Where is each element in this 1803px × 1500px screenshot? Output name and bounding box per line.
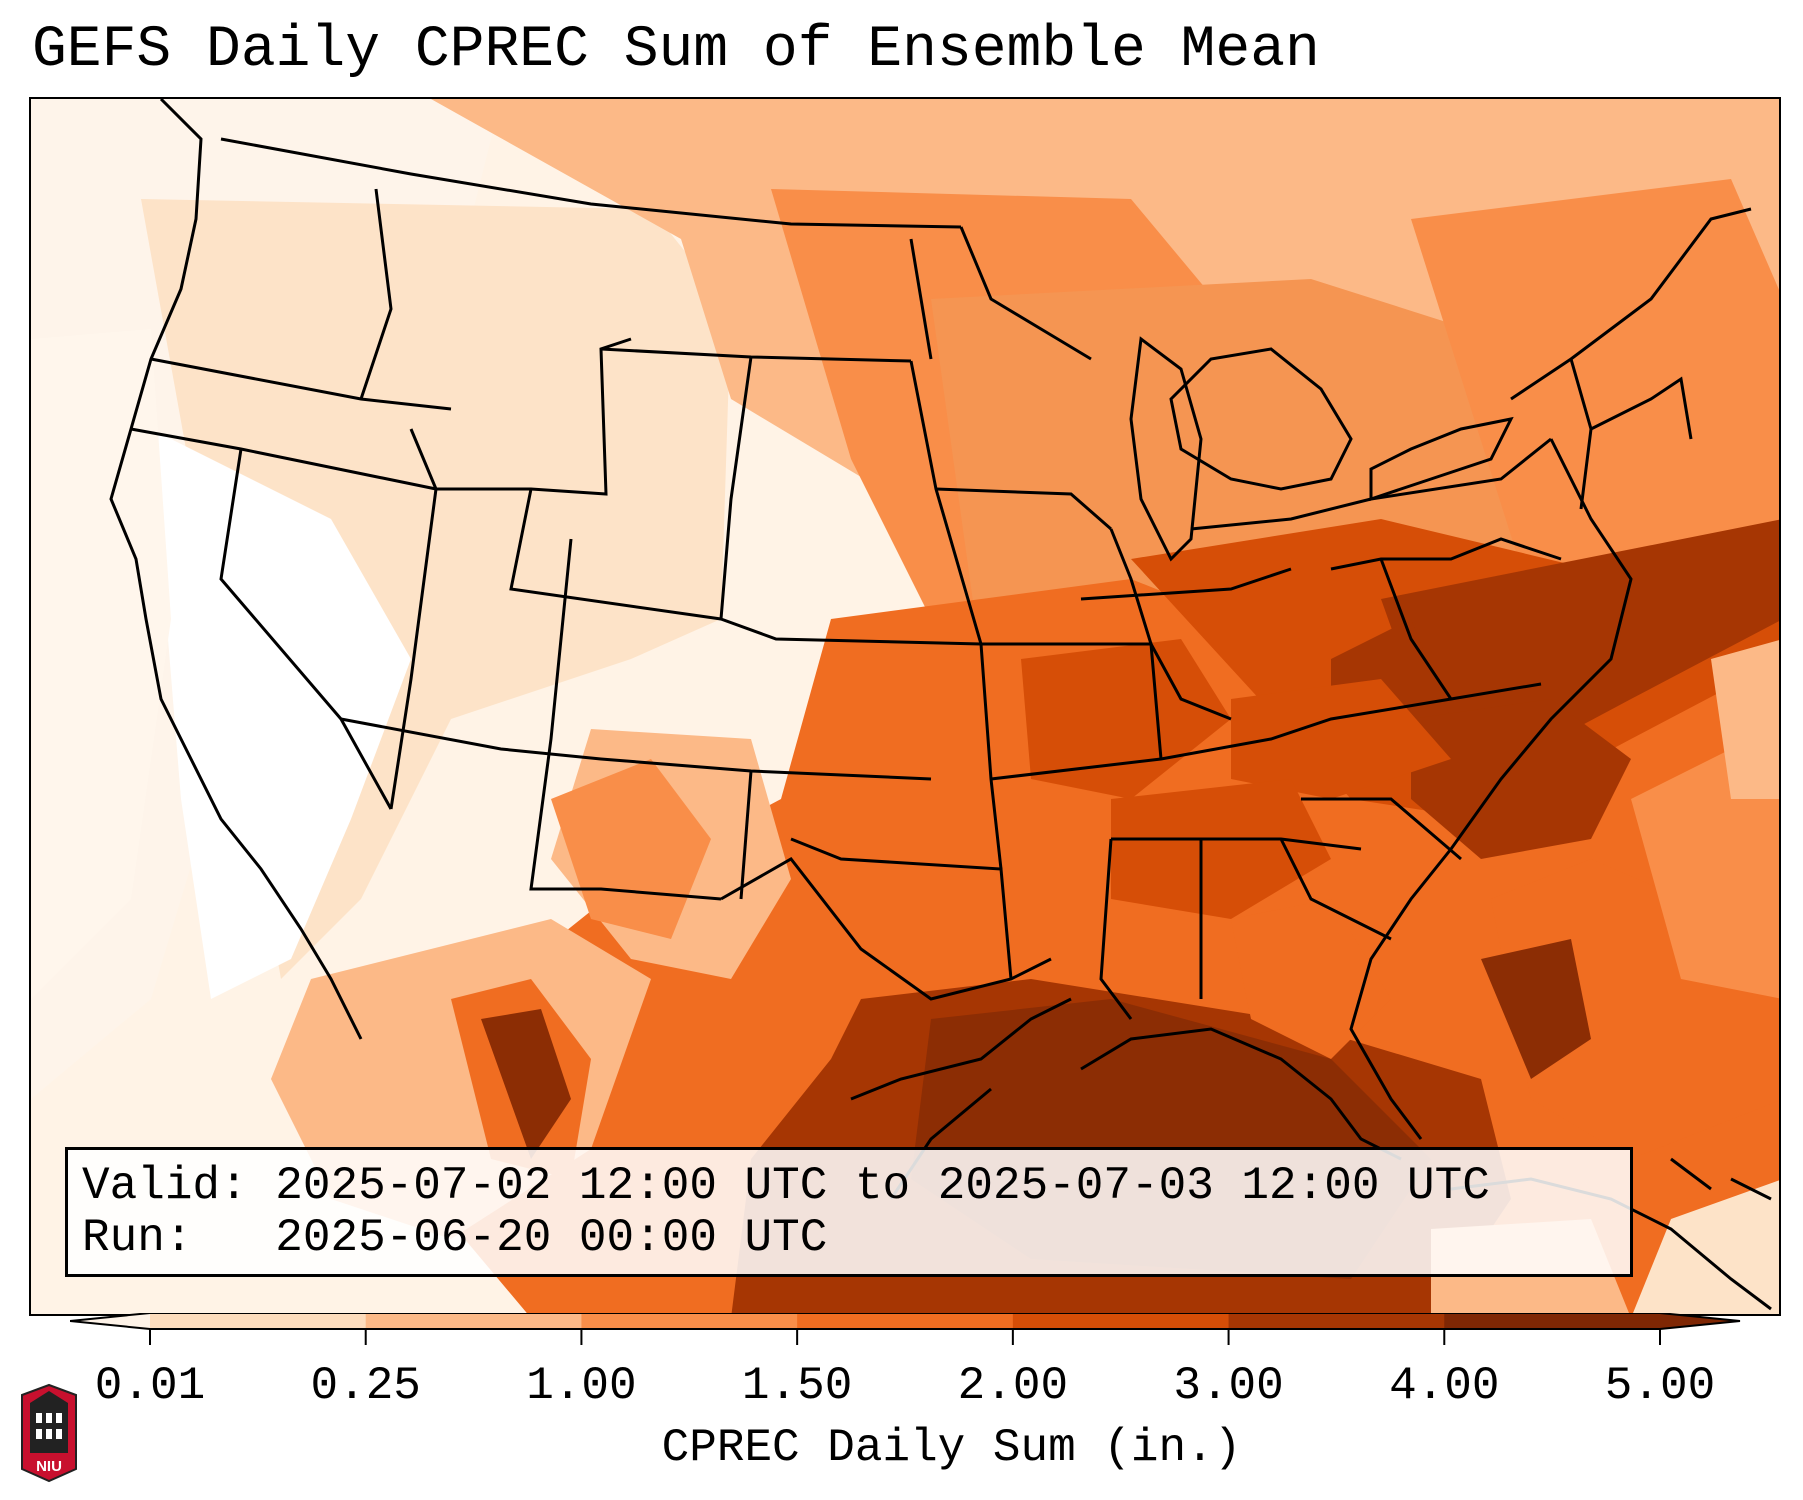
valid-time-box: Valid: 2025-07-02 12:00 UTC to 2025-07-0… bbox=[65, 1147, 1633, 1277]
colorbar-tick-label: 2.00 bbox=[957, 1360, 1069, 1412]
precip-map bbox=[29, 97, 1781, 1316]
colorbar-outline bbox=[70, 1313, 1741, 1330]
state-borders bbox=[109, 99, 1752, 1200]
colorbar-segment bbox=[150, 1313, 367, 1329]
logo-text: NIU bbox=[36, 1458, 62, 1475]
colorbar-extend-high bbox=[1660, 1313, 1740, 1329]
university-tower-icon: NIU bbox=[21, 1383, 77, 1483]
colorbar-tick-label: 1.50 bbox=[741, 1360, 853, 1412]
colorbar-segment bbox=[365, 1313, 582, 1329]
run-label: Run: bbox=[82, 1212, 193, 1264]
colorbar-tick-label: 5.00 bbox=[1604, 1360, 1716, 1412]
colorbar-tick-label: 0.25 bbox=[310, 1360, 421, 1412]
colorbar-segment bbox=[797, 1313, 1014, 1329]
colorbar-segment bbox=[1012, 1313, 1230, 1329]
colorbar bbox=[70, 1313, 1741, 1345]
run-value: 2025-06-20 00:00 UTC bbox=[275, 1212, 828, 1264]
run-line: Run: 2025-06-20 00:00 UTC bbox=[82, 1212, 827, 1264]
colorbar-label: CPREC Daily Sum (in.) bbox=[661, 1422, 1242, 1474]
colorbar-tick-label: 0.01 bbox=[94, 1360, 206, 1412]
valid-line: Valid: 2025-07-02 12:00 UTC to 2025-07-0… bbox=[82, 1160, 1490, 1212]
colorbar-segment bbox=[581, 1313, 798, 1329]
colorbar-tick-label: 4.00 bbox=[1389, 1360, 1500, 1412]
colorbar-segment bbox=[1444, 1313, 1661, 1329]
colorbar-segment bbox=[1228, 1313, 1445, 1329]
page-title: GEFS Daily CPREC Sum of Ensemble Mean bbox=[32, 18, 1320, 83]
valid-value: 2025-07-02 12:00 UTC to 2025-07-03 12:00… bbox=[275, 1160, 1490, 1212]
colorbar-tick-label: 1.00 bbox=[526, 1360, 637, 1412]
precip-fields bbox=[31, 99, 1779, 1314]
valid-label: Valid: bbox=[82, 1160, 248, 1212]
map-canvas bbox=[31, 99, 1779, 1314]
colorbar-tick-label: 3.00 bbox=[1173, 1360, 1284, 1412]
colorbar-extend-low bbox=[70, 1313, 150, 1329]
